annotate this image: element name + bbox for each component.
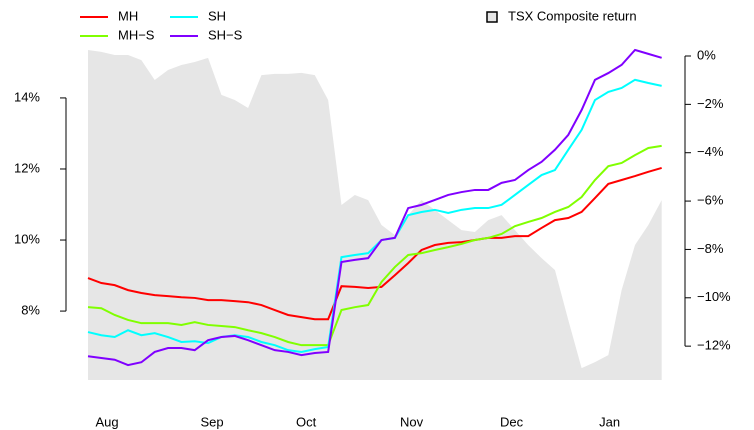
x-tick-label: Oct <box>296 414 317 429</box>
x-tick-label: Jan <box>599 414 620 429</box>
legend-label: SH <box>208 8 226 23</box>
y2-tick-label: −8% <box>697 241 724 256</box>
y2-tick-label: −4% <box>697 144 724 159</box>
y-tick-label: 8% <box>21 303 40 318</box>
line <box>87 144 662 347</box>
y2-tick-label: −6% <box>697 193 724 208</box>
y-tick-label: 12% <box>14 160 40 175</box>
line <box>87 48 662 367</box>
legend-label: SH−S <box>208 27 243 42</box>
x-tick-label: Aug <box>95 414 118 429</box>
legend-swatch <box>486 11 498 23</box>
y2-tick-label: −2% <box>697 96 724 111</box>
x-tick-label: Nov <box>400 414 424 429</box>
area <box>88 49 662 380</box>
y2-tick-label: −10% <box>697 289 731 304</box>
y2-tick-label: −12% <box>697 338 731 353</box>
legend-label: MH <box>118 8 138 23</box>
legend-label: TSX Composite return <box>508 8 637 23</box>
legend-label: MH−S <box>118 27 155 42</box>
x-tick-label: Dec <box>500 414 524 429</box>
x-tick-label: Sep <box>201 414 224 429</box>
y2-tick-label: 0% <box>697 47 716 62</box>
y-tick-label: 14% <box>14 89 40 104</box>
line <box>87 78 662 353</box>
y-tick-label: 10% <box>14 231 40 246</box>
line <box>87 166 662 321</box>
